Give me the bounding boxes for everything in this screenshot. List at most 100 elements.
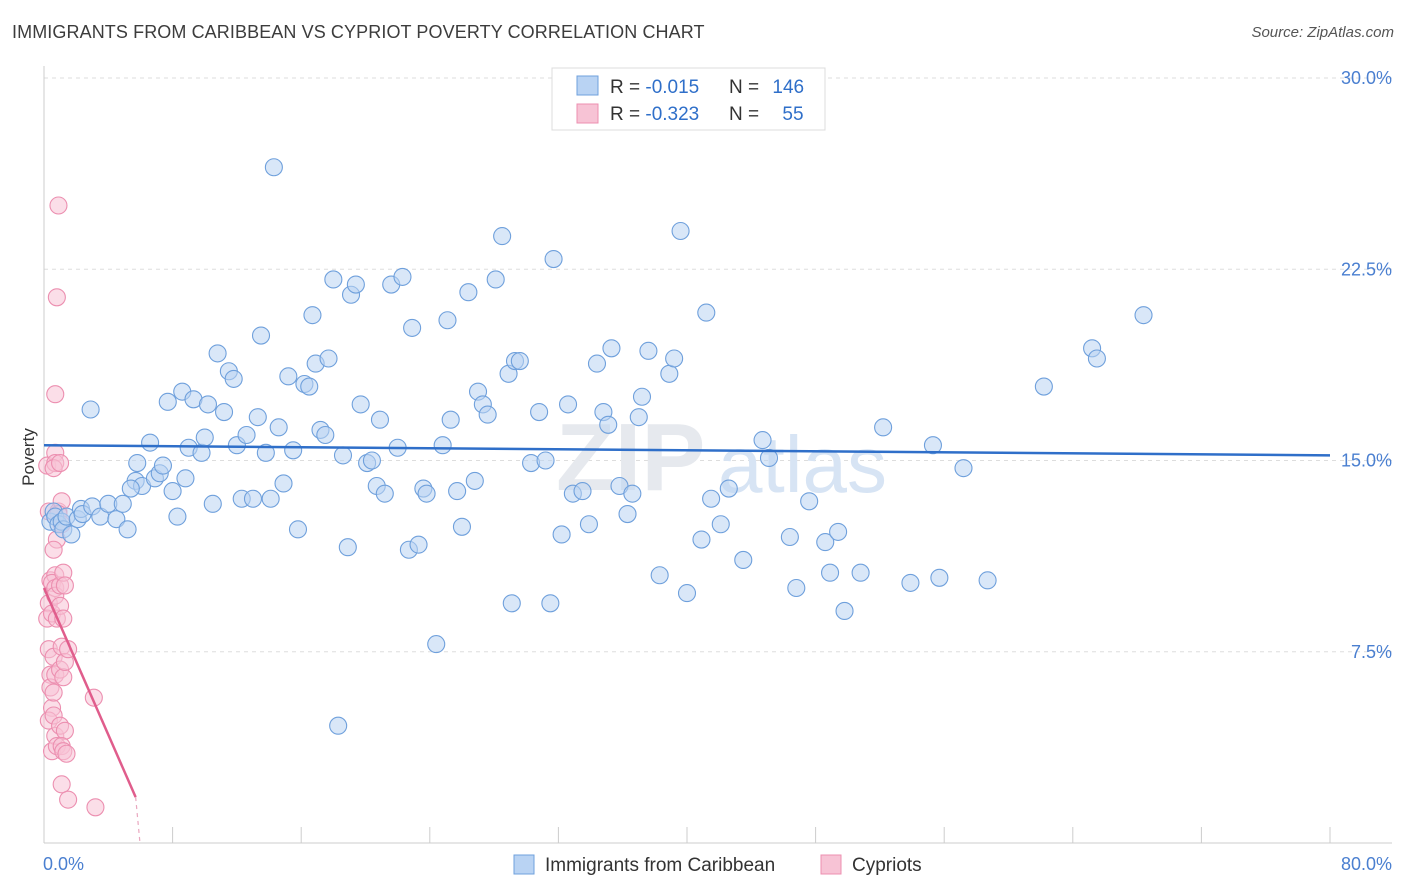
point-cypriots <box>86 798 105 817</box>
point-caribbean <box>81 400 100 419</box>
point-caribbean <box>780 527 799 547</box>
point-caribbean <box>502 594 521 613</box>
point-caribbean <box>816 533 835 552</box>
stats-n-label-caribbean: N = 146 <box>729 77 804 98</box>
point-caribbean <box>874 418 893 437</box>
grid-lines <box>44 77 1392 653</box>
point-cypriots <box>54 668 73 687</box>
stats-r-value-cypriots: -0.323 <box>645 104 699 125</box>
point-caribbean <box>800 492 819 511</box>
point-caribbean <box>417 484 436 503</box>
source-label: Source: ZipAtlas.com <box>1251 24 1394 41</box>
y-tick-label: 30.0% <box>1341 68 1392 88</box>
point-caribbean <box>552 525 571 544</box>
legend-swatch-cypriots <box>820 854 842 875</box>
point-caribbean <box>541 594 560 613</box>
point-caribbean <box>251 326 271 345</box>
point-caribbean <box>1034 377 1053 396</box>
point-caribbean <box>671 221 690 241</box>
point-caribbean <box>623 484 642 503</box>
point-caribbean <box>288 520 308 539</box>
point-cypriots <box>55 576 74 595</box>
point-caribbean <box>141 433 160 452</box>
point-caribbean <box>573 482 592 501</box>
chart-title: IMMIGRANTS FROM CARIBBEAN VS CYPRIOT POV… <box>12 22 705 42</box>
point-caribbean <box>835 601 854 621</box>
point-caribbean <box>256 443 275 462</box>
point-caribbean <box>486 270 505 289</box>
point-caribbean <box>618 504 637 524</box>
point-caribbean <box>602 339 621 358</box>
point-caribbean <box>264 158 283 177</box>
point-caribbean <box>702 489 721 508</box>
stats-r-value-caribbean: -0.015 <box>645 77 699 98</box>
stats-n-label-text: N = <box>729 77 764 98</box>
stats-legend-swatch-cypriots <box>576 103 599 124</box>
stats-legend-swatch-caribbean <box>576 75 599 96</box>
point-caribbean <box>759 448 779 468</box>
stats-r-label-caribbean: R = -0.015 <box>610 77 699 98</box>
point-caribbean <box>224 369 243 388</box>
stats-n-label-cypriots: N = 55 <box>729 104 804 125</box>
point-caribbean <box>195 428 214 447</box>
point-caribbean <box>303 306 322 325</box>
point-caribbean <box>433 436 452 455</box>
point-caribbean <box>427 635 446 654</box>
stats-n-value-caribbean: 146 <box>772 77 804 98</box>
point-caribbean <box>1134 306 1153 325</box>
stats-n-value-cypriots: 55 <box>782 104 803 125</box>
point-cypriots <box>51 453 70 473</box>
point-caribbean <box>465 471 484 490</box>
point-caribbean <box>203 494 222 513</box>
stats-n-label-text: N = <box>729 104 764 125</box>
point-caribbean <box>851 563 870 582</box>
point-cypriots <box>47 288 66 307</box>
point-caribbean <box>923 436 942 455</box>
point-caribbean <box>459 283 478 302</box>
trend-extension-cypriots <box>135 797 141 844</box>
point-caribbean <box>536 451 555 470</box>
point-caribbean <box>333 446 353 465</box>
point-caribbean <box>284 441 303 460</box>
point-caribbean <box>248 408 267 427</box>
point-caribbean <box>544 249 563 269</box>
point-caribbean <box>493 227 512 246</box>
point-caribbean <box>787 578 806 598</box>
point-caribbean <box>978 571 997 590</box>
trend-line-cypriots <box>42 587 137 798</box>
point-caribbean <box>448 482 467 501</box>
point-caribbean <box>168 507 187 526</box>
watermark-atlas: atlas <box>718 420 887 509</box>
point-caribbean <box>393 267 412 286</box>
x-tick-label-max: 80.0% <box>1341 854 1392 874</box>
point-cypriots <box>57 744 76 763</box>
point-caribbean <box>324 270 343 289</box>
x-tick-label-min: 0.0% <box>43 854 84 874</box>
y-tick-labels: 7.5% 15.0% 22.5% 30.0% <box>1341 68 1392 662</box>
point-caribbean <box>438 311 457 330</box>
series-legend: Immigrants from Caribbean Cypriots <box>513 854 922 876</box>
point-caribbean <box>530 402 549 422</box>
point-caribbean <box>409 535 428 554</box>
point-caribbean <box>478 405 497 424</box>
point-caribbean <box>650 566 669 585</box>
point-caribbean <box>954 459 973 478</box>
point-caribbean <box>128 453 147 473</box>
point-caribbean <box>243 489 263 508</box>
point-caribbean <box>237 425 256 445</box>
point-caribbean <box>829 522 848 541</box>
point-caribbean <box>362 451 381 470</box>
point-caribbean <box>599 415 618 434</box>
y-tick-label: 22.5% <box>1341 259 1392 279</box>
trend-line-caribbean <box>43 443 1331 457</box>
point-caribbean <box>821 563 840 582</box>
point-caribbean <box>300 377 319 396</box>
point-cypriots <box>46 385 65 404</box>
point-caribbean <box>639 341 658 360</box>
legend-label-caribbean: Immigrants from Caribbean <box>545 855 775 876</box>
point-caribbean <box>711 515 730 534</box>
point-caribbean <box>734 550 753 570</box>
point-cypriots <box>59 790 78 809</box>
point-caribbean <box>697 303 716 322</box>
legend-label-cypriots: Cypriots <box>852 855 922 876</box>
